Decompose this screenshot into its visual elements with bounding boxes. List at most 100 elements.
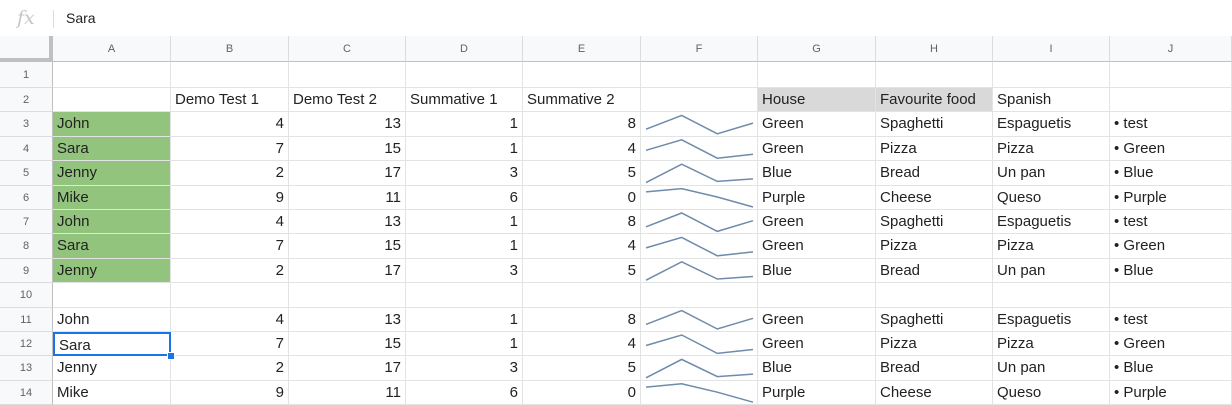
food-cell[interactable]: Spaghetti bbox=[876, 210, 993, 235]
row-header-11[interactable]: 11 bbox=[0, 307, 53, 332]
spanish-cell[interactable]: Espaguetis bbox=[993, 307, 1110, 332]
grid-cell[interactable] bbox=[876, 283, 993, 308]
score-cell[interactable]: 3 bbox=[406, 356, 523, 381]
score-cell[interactable]: 4 bbox=[523, 234, 641, 259]
column-header-i[interactable]: I bbox=[993, 36, 1110, 62]
score-cell[interactable]: 0 bbox=[523, 380, 641, 405]
column-header-g[interactable]: G bbox=[758, 36, 876, 62]
header-cell-h[interactable]: Favourite food bbox=[876, 88, 993, 113]
score-cell[interactable]: 17 bbox=[289, 161, 406, 186]
food-cell[interactable]: Bread bbox=[876, 258, 993, 284]
header-cell-e[interactable]: Summative 2 bbox=[523, 88, 641, 113]
row-header-5[interactable]: 5 bbox=[0, 161, 53, 186]
house-cell[interactable]: Green bbox=[758, 332, 876, 357]
sparkline-cell[interactable] bbox=[641, 210, 758, 235]
formula-input[interactable]: Sara bbox=[66, 10, 96, 26]
spanish-cell[interactable]: Queso bbox=[993, 380, 1110, 405]
name-cell[interactable]: Sara bbox=[53, 332, 171, 357]
grid-cell[interactable] bbox=[758, 62, 876, 88]
score-cell[interactable]: 8 bbox=[523, 210, 641, 235]
grid-cell[interactable] bbox=[641, 88, 758, 113]
food-cell[interactable]: Spaghetti bbox=[876, 307, 993, 332]
score-cell[interactable]: 9 bbox=[171, 380, 289, 405]
score-cell[interactable]: 15 bbox=[289, 332, 406, 357]
house-cell[interactable]: Green bbox=[758, 234, 876, 259]
house-cell[interactable]: Blue bbox=[758, 258, 876, 284]
header-cell-c[interactable]: Demo Test 2 bbox=[289, 88, 406, 113]
name-cell[interactable]: Mike bbox=[53, 185, 171, 210]
list-cell[interactable]: • test bbox=[1110, 112, 1232, 137]
column-header-d[interactable]: D bbox=[406, 36, 523, 62]
food-cell[interactable]: Cheese bbox=[876, 380, 993, 405]
spanish-cell[interactable]: Un pan bbox=[993, 258, 1110, 284]
score-cell[interactable]: 4 bbox=[523, 136, 641, 162]
house-cell[interactable]: Purple bbox=[758, 380, 876, 405]
food-cell[interactable]: Bread bbox=[876, 161, 993, 186]
score-cell[interactable]: 1 bbox=[406, 136, 523, 162]
row-header-13[interactable]: 13 bbox=[0, 356, 53, 381]
spanish-cell[interactable]: Un pan bbox=[993, 356, 1110, 381]
sparkline-cell[interactable] bbox=[641, 332, 758, 357]
house-cell[interactable]: Green bbox=[758, 210, 876, 235]
sparkline-cell[interactable] bbox=[641, 307, 758, 332]
food-cell[interactable]: Cheese bbox=[876, 185, 993, 210]
score-cell[interactable]: 5 bbox=[523, 161, 641, 186]
score-cell[interactable]: 6 bbox=[406, 380, 523, 405]
house-cell[interactable]: Green bbox=[758, 136, 876, 162]
score-cell[interactable]: 4 bbox=[523, 332, 641, 357]
food-cell[interactable]: Pizza bbox=[876, 234, 993, 259]
list-cell[interactable]: • Blue bbox=[1110, 356, 1232, 381]
row-header-2[interactable]: 2 bbox=[0, 88, 53, 113]
row-header-7[interactable]: 7 bbox=[0, 210, 53, 235]
score-cell[interactable]: 3 bbox=[406, 258, 523, 284]
list-cell[interactable]: • Green bbox=[1110, 136, 1232, 162]
row-header-10[interactable]: 10 bbox=[0, 283, 53, 308]
score-cell[interactable]: 4 bbox=[171, 112, 289, 137]
house-cell[interactable]: Blue bbox=[758, 356, 876, 381]
list-cell[interactable]: • Green bbox=[1110, 332, 1232, 357]
score-cell[interactable]: 2 bbox=[171, 161, 289, 186]
food-cell[interactable]: Pizza bbox=[876, 136, 993, 162]
list-cell[interactable]: • Purple bbox=[1110, 380, 1232, 405]
grid-cell[interactable] bbox=[289, 283, 406, 308]
score-cell[interactable]: 11 bbox=[289, 380, 406, 405]
row-header-3[interactable]: 3 bbox=[0, 112, 53, 137]
score-cell[interactable]: 7 bbox=[171, 234, 289, 259]
score-cell[interactable]: 13 bbox=[289, 307, 406, 332]
score-cell[interactable]: 13 bbox=[289, 112, 406, 137]
column-header-e[interactable]: E bbox=[523, 36, 641, 62]
score-cell[interactable]: 9 bbox=[171, 185, 289, 210]
score-cell[interactable]: 8 bbox=[523, 307, 641, 332]
column-header-h[interactable]: H bbox=[876, 36, 993, 62]
score-cell[interactable]: 11 bbox=[289, 185, 406, 210]
select-all-corner[interactable] bbox=[0, 36, 53, 62]
score-cell[interactable]: 5 bbox=[523, 356, 641, 381]
sparkline-cell[interactable] bbox=[641, 161, 758, 186]
sparkline-cell[interactable] bbox=[641, 112, 758, 137]
score-cell[interactable]: 1 bbox=[406, 332, 523, 357]
score-cell[interactable]: 4 bbox=[171, 210, 289, 235]
score-cell[interactable]: 2 bbox=[171, 356, 289, 381]
row-header-4[interactable]: 4 bbox=[0, 136, 53, 162]
score-cell[interactable]: 1 bbox=[406, 307, 523, 332]
score-cell[interactable]: 7 bbox=[171, 332, 289, 357]
score-cell[interactable]: 17 bbox=[289, 356, 406, 381]
header-cell-b[interactable]: Demo Test 1 bbox=[171, 88, 289, 113]
sparkline-cell[interactable] bbox=[641, 356, 758, 381]
spanish-cell[interactable]: Pizza bbox=[993, 234, 1110, 259]
grid-cell[interactable] bbox=[523, 62, 641, 88]
column-header-j[interactable]: J bbox=[1110, 36, 1232, 62]
row-header-12[interactable]: 12 bbox=[0, 332, 53, 357]
spanish-cell[interactable]: Pizza bbox=[993, 332, 1110, 357]
score-cell[interactable]: 5 bbox=[523, 258, 641, 284]
name-cell[interactable]: Sara bbox=[53, 136, 171, 162]
list-cell[interactable]: • Green bbox=[1110, 234, 1232, 259]
column-header-b[interactable]: B bbox=[171, 36, 289, 62]
score-cell[interactable]: 4 bbox=[171, 307, 289, 332]
score-cell[interactable]: 17 bbox=[289, 258, 406, 284]
name-cell[interactable]: John bbox=[53, 210, 171, 235]
sparkline-cell[interactable] bbox=[641, 136, 758, 162]
row-header-9[interactable]: 9 bbox=[0, 258, 53, 284]
spanish-cell[interactable]: Espaguetis bbox=[993, 112, 1110, 137]
score-cell[interactable]: 6 bbox=[406, 185, 523, 210]
